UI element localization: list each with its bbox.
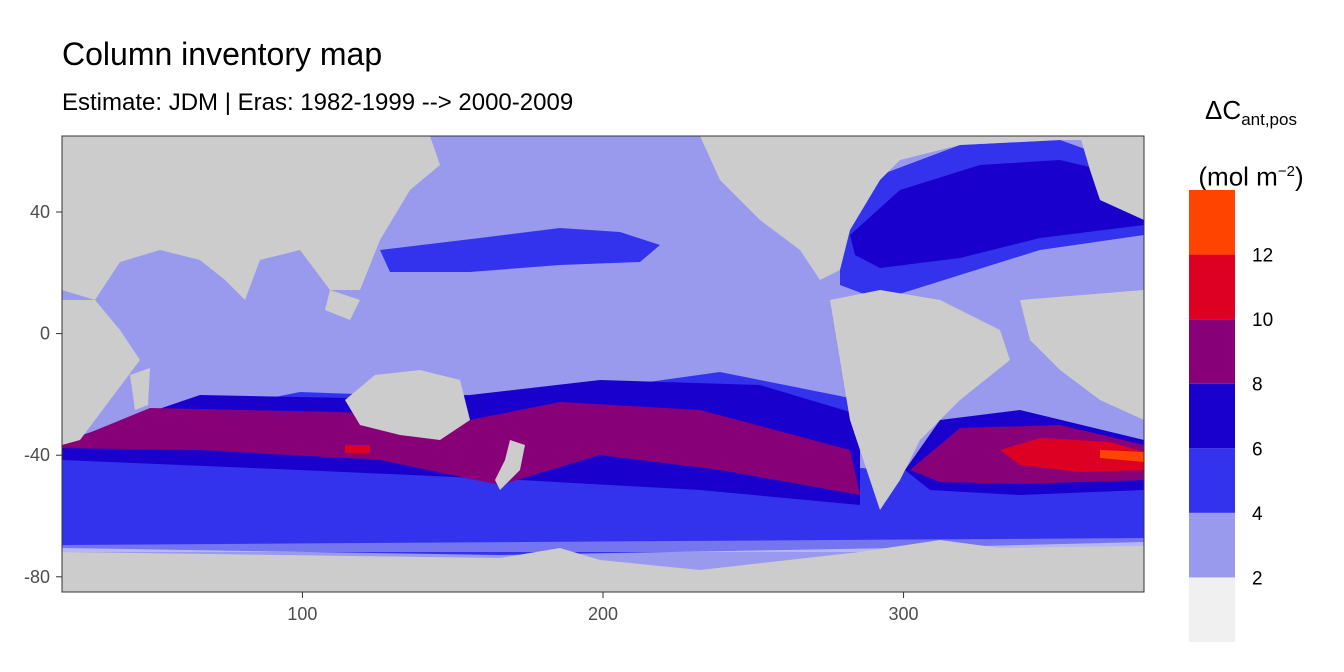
land-africa-west [1020,290,1144,420]
south-atlantic-12-plus [1100,450,1144,462]
legend-unit-open: (mol m [1198,161,1278,192]
legend-swatch [1189,383,1235,449]
southern-band-8-10-west [62,402,860,495]
legend-title: ΔCant,pos (mol m−2) [1176,84,1326,203]
south-indian-10-12 [345,445,370,453]
legend-label: 10 [1252,310,1273,331]
north-atlantic-6-8 [850,160,1144,268]
legend-colorbar: 2 4 6 8 10 12 [1189,190,1273,642]
land-europe [1080,136,1144,220]
chart-title: Column inventory map [62,36,383,72]
land-africa-east [62,300,140,445]
x-tick-label: 100 [287,604,317,624]
antarctic-shelf-0-2 [62,538,1144,552]
legend-label: 4 [1252,504,1263,525]
legend-symbol: ΔC [1205,95,1242,125]
legend-label: 2 [1252,568,1263,589]
x-tick-label: 200 [588,604,618,624]
land-indonesia [325,290,360,320]
x-tick-label: 300 [889,604,919,624]
legend-label: 12 [1252,246,1273,267]
chart-subtitle: Estimate: JDM | Eras: 1982-1999 --> 2000… [62,89,574,116]
legend-swatch [1189,254,1235,320]
legend-label: 6 [1252,439,1263,460]
legend-swatch [1189,512,1235,578]
legend-swatch [1189,319,1235,384]
south-atlantic-10-12 [1000,438,1144,472]
y-tick-label: 0 [40,324,50,344]
land-new-zealand [495,440,525,490]
y-tick-label: 40 [30,202,50,222]
legend-swatch [1189,577,1235,642]
land-south-america [830,290,1010,510]
legend-unit-close: ) [1294,161,1304,192]
land-madagascar [130,368,150,410]
legend-subscript: ant,pos [1241,110,1297,130]
y-tick-label: -40 [24,445,50,465]
land-north-america [700,136,1144,280]
map-panel [62,136,1144,592]
y-tick-label: -80 [24,567,50,587]
land-antarctica [62,540,1144,592]
land-eurasia [62,136,440,300]
legend-swatch [1189,448,1235,513]
legend-label: 8 [1252,375,1263,396]
legend-unit-sup: −2 [1277,163,1295,181]
north-pacific-4-6 [380,228,660,272]
legend-swatch [1189,190,1235,255]
land-australia [345,370,470,440]
